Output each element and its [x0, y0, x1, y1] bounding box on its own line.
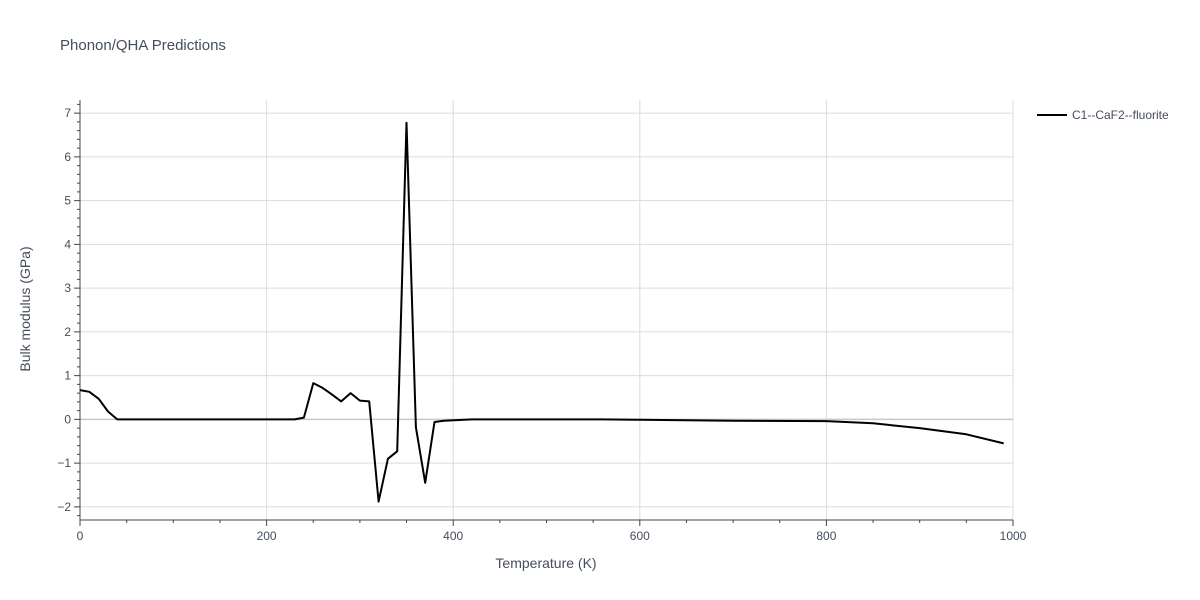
series-line — [79, 121, 1004, 503]
y-tick-label: 2 — [64, 325, 71, 339]
series-group — [79, 121, 1004, 503]
y-tick-label: 0 — [64, 412, 71, 426]
y-tick-label: 5 — [64, 194, 71, 208]
x-axis: 0 200 400 600 800 1000 — [77, 519, 1027, 543]
y-tick-label: 6 — [64, 150, 71, 164]
y-tick-label: −2 — [57, 500, 71, 514]
y-tick-label: −1 — [57, 456, 71, 470]
x-axis-title: Temperature (K) — [495, 555, 596, 571]
legend-label: C1--CaF2--fluorite — [1072, 108, 1169, 122]
y-tick-label: 7 — [64, 106, 71, 120]
x-tick-label: 800 — [816, 529, 836, 543]
grid — [80, 100, 1014, 520]
x-tick-label: 1000 — [1000, 529, 1027, 543]
y-axis: −2 −1 0 1 2 3 4 5 6 7 — [57, 100, 81, 520]
y-axis-title: Bulk modulus (GPa) — [17, 246, 33, 371]
y-tick-label: 1 — [64, 369, 71, 383]
chart-title: Phonon/QHA Predictions — [60, 37, 226, 54]
x-tick-label: 0 — [77, 529, 84, 543]
x-tick-label: 600 — [630, 529, 650, 543]
legend[interactable]: C1--CaF2--fluorite — [1037, 108, 1169, 122]
x-tick-label: 200 — [257, 529, 277, 543]
y-tick-label: 4 — [64, 237, 71, 251]
y-tick-label: 3 — [64, 281, 71, 295]
x-tick-label: 400 — [443, 529, 463, 543]
